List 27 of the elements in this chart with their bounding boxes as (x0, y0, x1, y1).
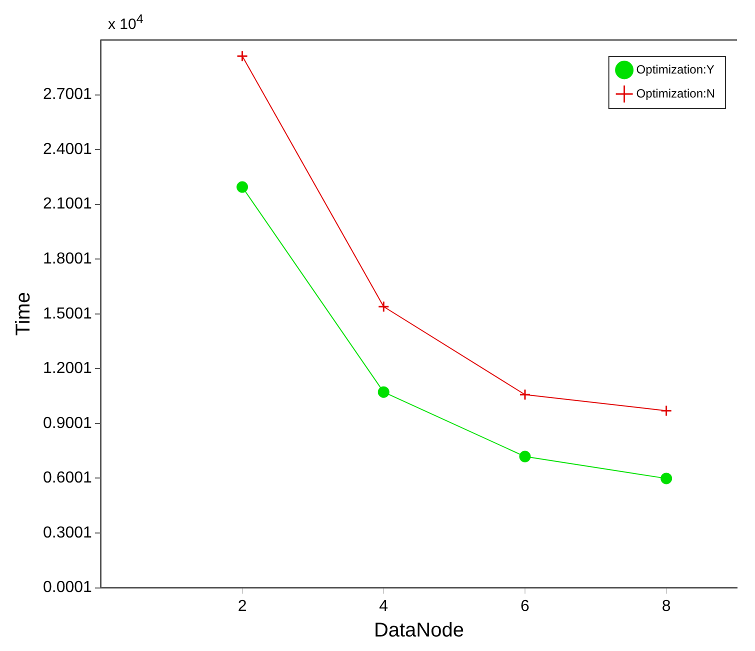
point (236, 181, 248, 193)
y-tick-label: 1.5001 (43, 305, 92, 322)
point (236, 50, 248, 62)
y-tick-label: 2.4001 (43, 140, 92, 158)
y-axis-title: Time (12, 292, 35, 336)
point (660, 404, 672, 416)
point (660, 472, 672, 484)
text: x 10$^{4}$ (108, 12, 144, 33)
point (378, 386, 390, 398)
x-tick-label: 2 (238, 598, 247, 615)
y-tick-label: 2.7001 (43, 86, 92, 104)
point (519, 450, 531, 462)
x-axis-title: DataNode (374, 620, 464, 642)
legend-label: Optimization:N (636, 86, 716, 100)
y-tick-label: 0.6001 (43, 470, 92, 487)
y-tick-label: 2.1001 (43, 196, 92, 213)
legend-label: Optimization:Y (636, 62, 714, 76)
y-tick-label: 1.8001 (43, 250, 92, 268)
y-tick-label: 0.3001 (43, 524, 92, 542)
point (519, 388, 531, 400)
x-tick-label: 6 (520, 598, 530, 615)
point (378, 300, 390, 312)
y-tick-label: 0.0001 (43, 579, 92, 596)
x-tick-label: 8 (662, 598, 671, 615)
y-tick-label: 1.2001 (43, 360, 92, 378)
y-tick-label: 0.9001 (43, 414, 92, 432)
x-tick-label: 4 (379, 598, 388, 615)
